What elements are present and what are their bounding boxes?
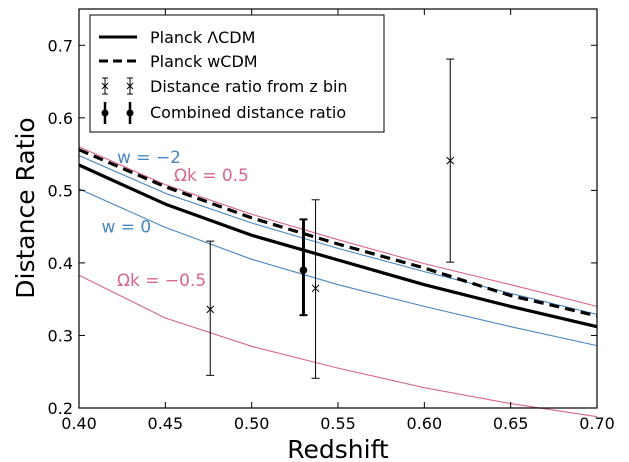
series-line-planck-cdm xyxy=(78,163,598,329)
annotation-w-neg2: w = −2 xyxy=(117,148,181,168)
x-axis-label: Redshift xyxy=(287,435,389,462)
curves-layer xyxy=(78,146,598,418)
legend-label-wcdm: Planck wCDM xyxy=(150,52,258,71)
legend-swatch-bin xyxy=(101,77,134,95)
y-tick-label-0: 0.2 xyxy=(48,399,73,418)
series-line-w-0 xyxy=(78,188,598,347)
x-tick-label-6: 0.70 xyxy=(579,414,615,433)
x-tick-label-2: 0.50 xyxy=(234,414,270,433)
series-line-w-2 xyxy=(78,154,598,315)
annotation-ok-neg: Ωk = −0.5 xyxy=(117,271,206,291)
legend: Planck ΛCDM Planck wCDM Distance ratio f… xyxy=(89,14,385,133)
y-tick-label-3: 0.5 xyxy=(48,181,73,200)
series-line-k-0-5 xyxy=(78,146,598,307)
bin-point-0 xyxy=(206,305,215,314)
y-tick-label-5: 0.7 xyxy=(48,36,73,55)
axes-layer: 0.40 0.45 0.50 0.55 0.60 0.65 0.70 0.2 0.3 0.4 0.5… xyxy=(48,9,615,433)
legend-label-combined: Combined distance ratio xyxy=(150,103,346,122)
legend-label-bin: Distance ratio from z bin xyxy=(150,77,348,96)
y-tick-label-1: 0.3 xyxy=(48,326,73,345)
legend-box xyxy=(89,14,385,133)
x-tick-label-5: 0.65 xyxy=(493,414,529,433)
legend-swatch-combined xyxy=(101,102,134,124)
annotation-w-zero: w = 0 xyxy=(101,217,151,237)
series-line-planck-wcdm xyxy=(78,148,598,318)
bin-point-1 xyxy=(311,284,320,293)
annotations-layer: w = −2 w = 0 Ωk = 0.5 Ωk = −0.5 xyxy=(101,148,248,291)
x-tick-label-3: 0.55 xyxy=(320,414,356,433)
points-layer xyxy=(206,58,455,379)
legend-label-lcdm: Planck ΛCDM xyxy=(150,28,255,47)
x-tick-label-4: 0.60 xyxy=(407,414,443,433)
y-axis-label: Distance Ratio xyxy=(11,117,40,298)
bin-point-2 xyxy=(446,156,455,165)
y-tick-label-4: 0.6 xyxy=(48,109,73,128)
x-tick-label-1: 0.45 xyxy=(148,414,184,433)
y-tick-label-2: 0.4 xyxy=(48,254,73,273)
annotation-ok-pos: Ωk = 0.5 xyxy=(174,166,249,186)
x-tick-label-0: 0.40 xyxy=(61,414,97,433)
combined-point xyxy=(299,266,308,274)
